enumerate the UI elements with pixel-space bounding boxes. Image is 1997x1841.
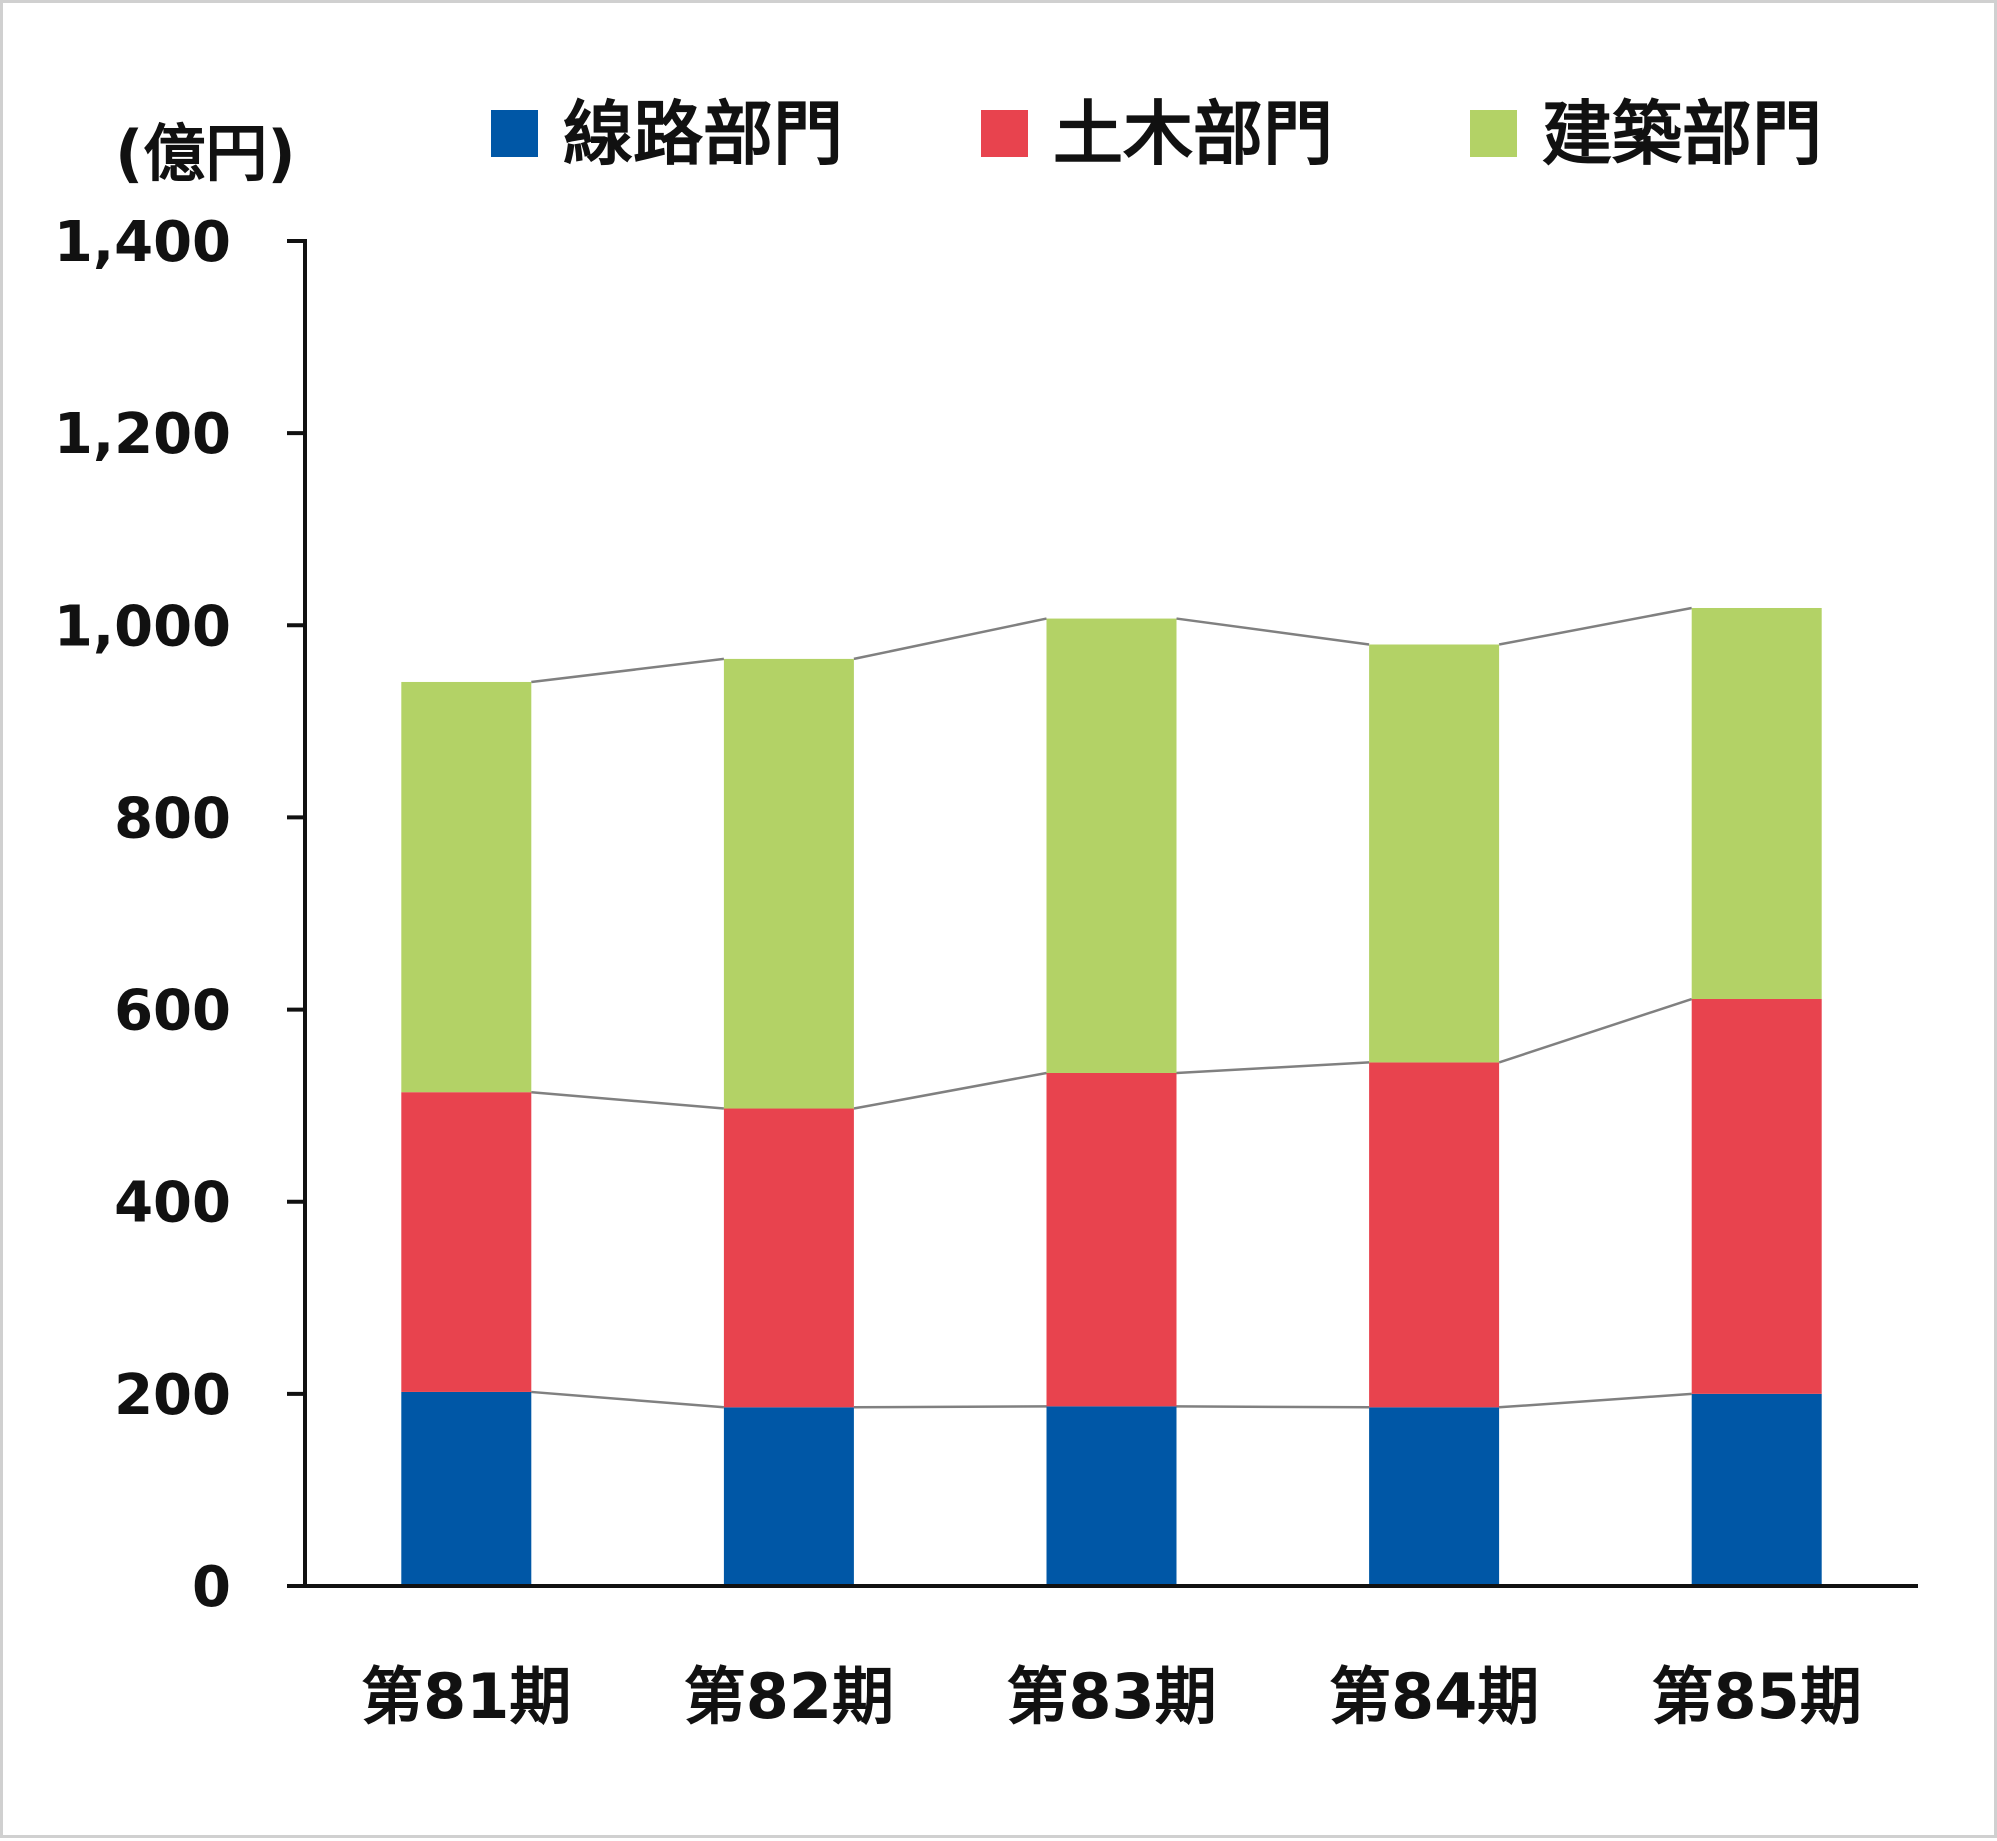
legend: 線路部門 土木部門 建築部門 xyxy=(491,93,1822,175)
bar-segment-3-1 xyxy=(401,681,532,1093)
y-tick-label: 1,200 xyxy=(54,402,231,467)
connector-line-2-1 xyxy=(531,1090,725,1110)
bar-segment-1-4 xyxy=(1369,1407,1500,1586)
legend-item-3: 建築部門 xyxy=(1470,93,1822,175)
y-tick-label: 200 xyxy=(114,1363,231,1428)
connector-line-3-1 xyxy=(531,657,725,684)
connector-line-2-3 xyxy=(1176,1061,1370,1075)
connector-line-1-3 xyxy=(1176,1405,1370,1409)
connector-line-3-2 xyxy=(853,617,1047,661)
bar-segment-2-4 xyxy=(1369,1062,1500,1408)
legend-item-1: 線路部門 xyxy=(491,93,843,175)
x-axis: 第81期 第82期 第83期 第84期 第85期 xyxy=(287,1584,1918,1733)
bar-segment-2-5 xyxy=(1691,999,1822,1394)
bar-segment-1-3 xyxy=(1046,1406,1177,1586)
legend-label: 建築部門 xyxy=(1542,93,1822,175)
y-tick-label: 800 xyxy=(114,786,231,851)
bar-segment-3-4 xyxy=(1369,644,1500,1063)
connector-lines xyxy=(531,606,1693,1409)
bar-segment-1-2 xyxy=(723,1407,854,1586)
connector-line-1-4 xyxy=(1499,1392,1692,1409)
unit-label: (億円) xyxy=(115,117,296,190)
bar-segment-1-1 xyxy=(401,1391,532,1586)
x-tick-label: 第83期 xyxy=(1006,1660,1216,1733)
connector-line-2-4 xyxy=(1498,997,1693,1064)
y-tick-label: 1,400 xyxy=(54,210,231,275)
stacked-bar-chart: (億円) 線路部門 土木部門 建築部門 0 200 400 600 800 1,000 1,20… xyxy=(54,93,1918,1733)
y-tick-label: 1,000 xyxy=(54,594,231,659)
bar-segment-3-5 xyxy=(1691,607,1822,1000)
legend-swatch xyxy=(1470,110,1517,157)
y-axis: 0 200 400 600 800 1,000 1,200 1,400 xyxy=(54,210,307,1620)
bar-segment-3-3 xyxy=(1046,618,1177,1073)
bar-segment-2-1 xyxy=(401,1092,532,1392)
x-tick-label: 第82期 xyxy=(684,1660,894,1733)
y-tick-label: 400 xyxy=(114,1171,231,1236)
x-tick-label: 第81期 xyxy=(361,1660,571,1733)
legend-swatch xyxy=(981,110,1028,157)
connector-line-3-4 xyxy=(1498,606,1692,646)
legend-label: 土木部門 xyxy=(1053,93,1333,175)
bar-segment-2-2 xyxy=(723,1108,854,1408)
bar-segment-1-5 xyxy=(1691,1393,1822,1586)
y-tick-label: 0 xyxy=(192,1555,231,1620)
connector-line-1-2 xyxy=(853,1405,1047,1409)
legend-swatch xyxy=(491,110,538,157)
legend-item-2: 土木部門 xyxy=(981,93,1333,175)
y-tick-label: 600 xyxy=(114,979,231,1044)
bar-segment-2-3 xyxy=(1046,1072,1177,1407)
connector-line-1-1 xyxy=(531,1390,724,1409)
x-tick-label: 第85期 xyxy=(1652,1660,1862,1733)
connector-line-3-3 xyxy=(1176,617,1370,646)
legend-label: 線路部門 xyxy=(563,93,843,175)
bars xyxy=(401,607,1822,1586)
bar-segment-3-2 xyxy=(723,658,854,1109)
connector-line-2-2 xyxy=(853,1071,1047,1110)
x-tick-label: 第84期 xyxy=(1329,1660,1539,1733)
